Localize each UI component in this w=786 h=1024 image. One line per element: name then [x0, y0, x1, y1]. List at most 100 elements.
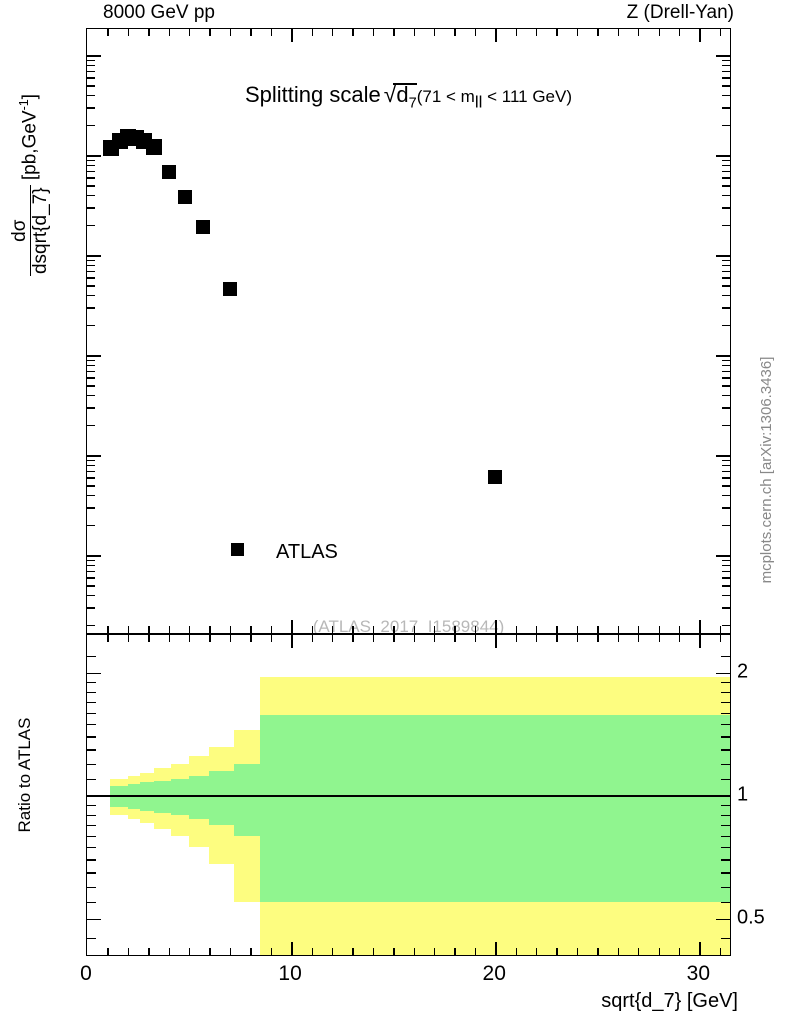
ratio-x-minor-tick: [433, 948, 436, 955]
ratio-x-minor-tick: [413, 948, 415, 955]
x-minor-tick: [107, 626, 109, 633]
y-major-tick: [87, 355, 101, 357]
ratio-y-minor-tick-right: [721, 682, 730, 684]
ratio-x-major-tick-top: [495, 635, 497, 648]
x-minor-tick: [209, 626, 211, 633]
ratio-x-minor-tick: [597, 948, 599, 955]
ratio-x-minor-tick: [107, 948, 109, 955]
x-minor-tick: [250, 626, 252, 633]
y-minor-tick-right: [722, 85, 730, 87]
ratio-x-minor-tick-top: [107, 635, 109, 642]
y-axis-denominator: dsqrt{d_7}: [29, 185, 51, 277]
y-minor-tick: [87, 194, 95, 197]
y-minor-tick: [87, 625, 95, 627]
y-major-tick-right: [716, 355, 730, 357]
ratio-x-minor-tick-top: [331, 635, 334, 642]
y-minor-tick: [87, 585, 95, 587]
ratio-x-minor-tick-top: [372, 635, 375, 642]
y-minor-tick: [87, 359, 95, 362]
mass-window-close: < 111 GeV): [482, 87, 572, 106]
ratio-x-minor-tick: [556, 948, 558, 955]
y-minor-tick-right: [722, 264, 730, 267]
x-minor-tick-top: [107, 29, 109, 36]
ratio-y-minor-tick-right: [721, 872, 730, 874]
ratio-y-minor-tick: [87, 814, 96, 817]
x-minor-tick: [331, 626, 334, 633]
y-minor-tick-right: [722, 225, 730, 227]
ratio-x-minor-tick-top: [413, 635, 415, 642]
ratio-y-minor-tick-right: [721, 763, 730, 766]
y-minor-tick: [87, 477, 95, 479]
y-major-tick-right: [716, 155, 730, 157]
x-minor-tick: [311, 626, 313, 633]
y-major-tick: [87, 55, 101, 57]
y-minor-tick-right: [722, 59, 730, 62]
y-minor-tick-right: [722, 170, 730, 173]
x-minor-tick-top: [189, 29, 191, 36]
inner-uncertainty-band: [189, 775, 210, 819]
y-minor-tick: [87, 270, 95, 273]
ratio-y-minor-tick: [87, 824, 96, 827]
y-major-tick-right: [716, 255, 730, 257]
legend-atlas: ATLAS: [231, 541, 338, 564]
x-minor-tick-top: [168, 29, 171, 36]
ratio-x-major-tick: [291, 942, 293, 955]
y-minor-tick: [87, 85, 95, 87]
y-minor-tick: [87, 370, 95, 373]
x-minor-tick-top: [454, 29, 456, 36]
ratio-x-minor-tick: [311, 948, 313, 955]
y-minor-tick: [87, 407, 95, 409]
y-minor-tick-right: [722, 494, 730, 497]
x-minor-tick-top: [597, 29, 599, 36]
y-axis-units: [pb,GeV: [19, 110, 41, 186]
ratio-x-minor-tick-top: [433, 635, 436, 642]
y-minor-tick: [87, 577, 95, 579]
ratio-x-minor-tick-top: [311, 635, 313, 642]
x-minor-tick-top: [393, 29, 395, 36]
x-major-tick: [699, 620, 701, 633]
x-minor-tick-top: [127, 29, 130, 36]
mass-window-open: (71 < m: [416, 87, 475, 106]
ratio-x-minor-tick-top: [352, 635, 354, 642]
x-minor-tick-top: [474, 29, 477, 36]
y-minor-tick-right: [722, 570, 730, 573]
y-minor-tick-right: [722, 177, 730, 179]
y-minor-tick-right: [722, 394, 730, 397]
ratio-x-minor-tick: [617, 948, 620, 955]
ratio-x-major-tick-top: [291, 635, 293, 648]
mcplots-credit: mcplots.cern.ch [arXiv:1306.3436]: [758, 356, 775, 584]
ratio-x-major-tick: [495, 942, 497, 955]
y-minor-tick: [87, 159, 95, 162]
x-minor-tick: [148, 626, 150, 633]
y-minor-tick-right: [722, 607, 730, 609]
ratio-x-minor-tick-top: [536, 635, 538, 642]
ratio-y-minor-tick-right: [721, 886, 730, 889]
ratio-y-minor-tick-right: [721, 736, 730, 738]
data-point-marker: [222, 281, 237, 296]
ratio-x-major-tick-top: [699, 635, 701, 648]
y-minor-tick-right: [722, 159, 730, 162]
ratio-y-minor-tick-right: [721, 656, 730, 658]
y-minor-tick: [87, 207, 95, 209]
ratio-y-axis-title: Ratio to ATLAS: [15, 717, 34, 833]
y-minor-tick: [87, 164, 95, 167]
y-minor-tick-right: [722, 277, 730, 279]
y-minor-tick: [87, 594, 95, 597]
ratio-x-minor-tick-top: [209, 635, 211, 642]
data-point-marker: [177, 190, 192, 205]
y-minor-tick-right: [722, 470, 730, 473]
ratio-x-minor-tick: [352, 948, 354, 955]
ratio-y-minor-tick-right: [721, 779, 730, 781]
y-minor-tick-right: [722, 477, 730, 479]
x-minor-tick-top: [576, 29, 579, 36]
y-minor-tick: [87, 277, 95, 279]
x-minor-tick: [597, 626, 599, 633]
x-minor-tick-top: [433, 29, 436, 36]
y-minor-tick-right: [722, 94, 730, 97]
y-minor-tick: [87, 170, 95, 173]
y-major-tick-right: [716, 555, 730, 557]
x-minor-tick: [515, 626, 518, 633]
inner-uncertainty-band: [233, 763, 261, 836]
y-minor-tick-right: [722, 559, 730, 562]
ratio-x-minor-tick-top: [393, 635, 395, 642]
